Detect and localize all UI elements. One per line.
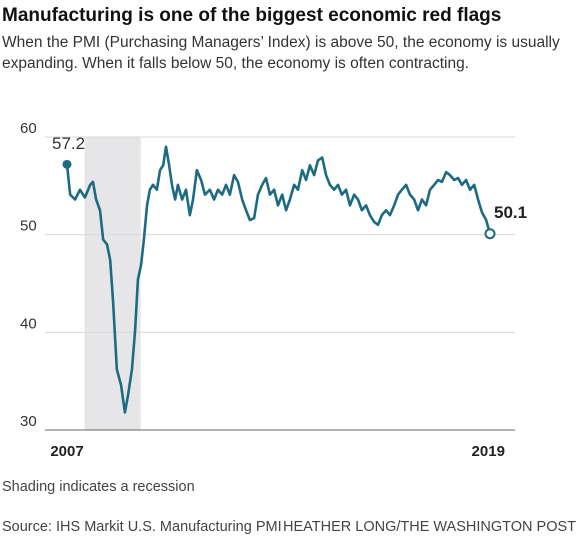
y-tick-label: 30: [20, 413, 37, 430]
start-point: [62, 159, 72, 169]
y-tick-label: 40: [20, 315, 37, 332]
note: Shading indicates a recession: [2, 479, 195, 495]
y-tick-label: 50: [20, 218, 37, 235]
data-label: 57.2: [52, 134, 85, 153]
end-point: [484, 228, 496, 240]
credit: HEATHER LONG/THE WASHINGTON POST: [283, 519, 576, 535]
chart-title: Manufacturing is one of the biggest econ…: [2, 5, 501, 26]
y-tick-label: 60: [20, 120, 37, 137]
x-tick-label: 2019: [472, 443, 505, 460]
line: [65, 145, 492, 414]
source: Source: IHS Markit U.S. Manufacturing PM…: [2, 519, 282, 535]
chart-subtitle: When the PMI (Purchasing Managers’ Index…: [2, 34, 560, 72]
subtitle-box: When the PMI (Purchasing Managers’ Index…: [2, 34, 560, 72]
x-tick-label: 2007: [50, 443, 83, 460]
data-label: 50.1: [494, 203, 527, 222]
plot-area: 60 50 40 30 2007 2019 57.2 50.1: [20, 120, 527, 460]
